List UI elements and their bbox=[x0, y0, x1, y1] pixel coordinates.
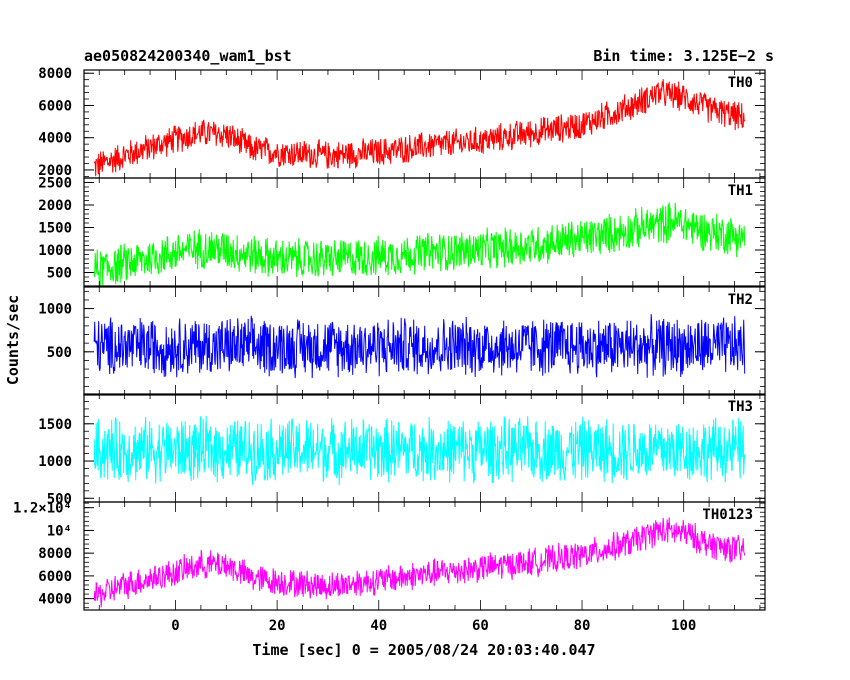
y-tick-label: 500 bbox=[47, 266, 72, 282]
series-th0123 bbox=[93, 517, 746, 608]
y-tick-label: 1000 bbox=[38, 243, 72, 259]
x-axis-label: Time [sec] 0 = 2005/08/24 20:03:40.047 bbox=[252, 641, 595, 659]
panel-label-th0: TH0 bbox=[728, 75, 753, 91]
y-tick-label: 10⁴ bbox=[47, 523, 72, 539]
series-th2 bbox=[93, 314, 746, 379]
panel-th2: 500 1000 TH2 bbox=[38, 286, 766, 396]
x-tick-label: 100 bbox=[671, 618, 696, 634]
panel-th3: 500 1000 1500 TH3 bbox=[38, 393, 766, 507]
panel-frame bbox=[83, 286, 766, 396]
panel-label-th3: TH3 bbox=[728, 399, 753, 415]
y-tick-label: 6000 bbox=[38, 98, 72, 114]
y-tick-label: 4000 bbox=[38, 131, 72, 147]
y-tick-label: 8000 bbox=[38, 546, 72, 562]
y-tick-label: 8000 bbox=[38, 66, 72, 82]
y-tick-label: 2500 bbox=[38, 176, 72, 192]
y-tick-label: 2000 bbox=[38, 198, 72, 214]
x-tick-label: 80 bbox=[574, 618, 591, 634]
series-th0 bbox=[93, 79, 746, 177]
panel-label-th0123: TH0123 bbox=[702, 507, 753, 523]
x-tick-label: 20 bbox=[269, 618, 286, 634]
y-axis-label: Counts/sec bbox=[4, 295, 22, 385]
x-tick-label: 0 bbox=[171, 618, 179, 634]
chart-title-right: Bin time: 3.125E−2 s bbox=[593, 47, 774, 65]
y-tick-label: 1000 bbox=[38, 302, 72, 318]
x-tick-label: 40 bbox=[370, 618, 387, 634]
panel-label-th2: TH2 bbox=[728, 292, 753, 308]
x-tick-label: 60 bbox=[472, 618, 489, 634]
y-tick-label: 1000 bbox=[38, 454, 72, 470]
series-th1 bbox=[93, 202, 746, 286]
x-tick-labels: 0 20 40 60 80 100 bbox=[171, 618, 696, 634]
y-tick-label: 1500 bbox=[38, 417, 72, 433]
series-th3 bbox=[93, 415, 746, 486]
panel-label-th1: TH1 bbox=[728, 183, 753, 199]
y-tick-label: 500 bbox=[47, 345, 72, 361]
y-tick-label: 1500 bbox=[38, 221, 72, 237]
chart-title-left: ae050824200340_wam1_bst bbox=[84, 47, 292, 65]
panel-th0: 2000 4000 6000 8000 TH0 bbox=[38, 66, 766, 179]
y-tick-label: 4000 bbox=[38, 592, 72, 608]
panel-th1: 500 1000 1500 2000 2500 TH1 bbox=[38, 176, 766, 287]
y-tick-label: 1.2×10⁴ bbox=[13, 501, 72, 517]
y-tick-label: 500 bbox=[47, 491, 72, 507]
y-tick-label: 2000 bbox=[38, 163, 72, 179]
panel-th0123: 4000 6000 8000 10⁴ 1.2×10⁴ TH0123 bbox=[13, 501, 766, 611]
y-tick-label: 6000 bbox=[38, 569, 72, 585]
panel-frame bbox=[83, 501, 766, 611]
